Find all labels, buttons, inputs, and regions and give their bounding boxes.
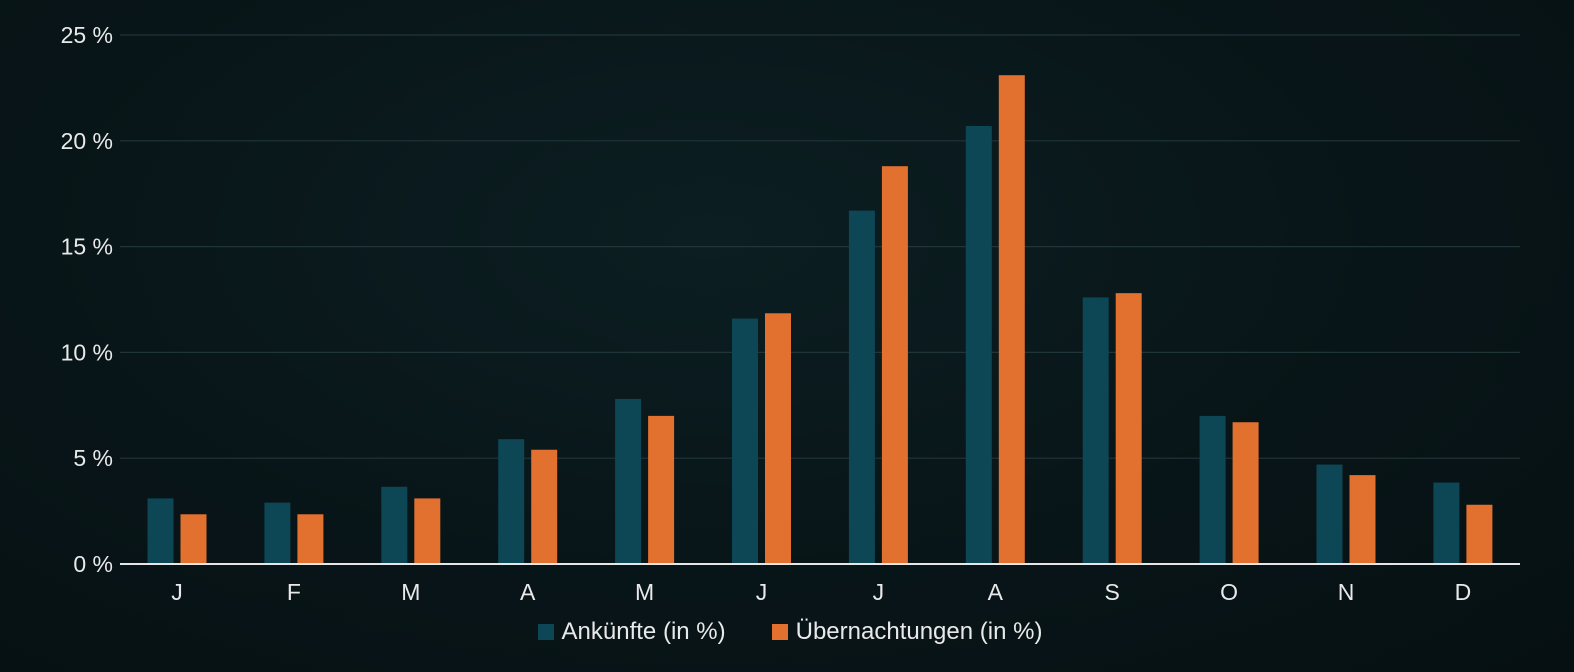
bar-arrivals: [264, 502, 291, 564]
bar-overnight: [1466, 504, 1493, 564]
y-tick-label: 15 %: [61, 234, 113, 260]
legend-swatch-arrivals: [537, 624, 554, 640]
x-tick-label: A: [520, 579, 536, 605]
bar-overnight: [648, 415, 675, 564]
bar-arrivals: [732, 318, 758, 564]
x-tick-label: N: [1338, 579, 1355, 605]
bar-overnight: [881, 166, 908, 564]
y-tick-label: 0 %: [73, 551, 113, 577]
bar-overnight: [765, 313, 791, 564]
bar-overnight: [998, 75, 1025, 564]
legend-label-arrivals: Ankünfte (in %): [561, 618, 726, 645]
legend: Ankünfte (in %) Übernachtungen (in %): [0, 618, 1574, 646]
bar-arrivals: [1316, 464, 1343, 564]
x-tick-label: A: [988, 579, 1004, 605]
bar-arrivals: [965, 125, 992, 564]
x-tick-label: O: [1220, 579, 1238, 605]
bar-overnight: [180, 514, 207, 564]
bar-arrivals: [615, 398, 642, 564]
bar-arrivals: [1433, 482, 1460, 564]
x-tick-label: M: [635, 579, 654, 605]
bar-arrivals: [381, 486, 408, 564]
bar-arrivals: [848, 210, 875, 565]
legend-item-overnight: Übernachtungen (in %): [771, 618, 1043, 646]
y-tick-labels: 0 % 5 % 10 % 15 % 20 % 25 %: [61, 22, 113, 577]
x-tick-label: J: [756, 579, 768, 605]
bar-overnight: [1349, 475, 1376, 564]
x-tick-label: J: [171, 579, 183, 605]
x-tick-label: F: [287, 579, 301, 605]
gridlines: [120, 34, 1520, 459]
y-tick-label: 10 %: [61, 339, 113, 365]
bar-arrivals: [498, 439, 525, 564]
y-tick-label: 5 %: [73, 445, 113, 471]
x-tick-label: S: [1105, 579, 1120, 605]
legend-item-arrivals: Ankünfte (in %): [537, 618, 726, 646]
bar-overnight: [297, 514, 324, 564]
bar-arrivals: [1082, 297, 1109, 564]
x-tick-label: J: [873, 579, 885, 605]
x-tick-label: M: [401, 579, 420, 605]
y-tick-label: 25 %: [61, 22, 113, 48]
bars: [147, 75, 1493, 565]
bar-overnight: [1232, 422, 1259, 564]
x-tick-label: D: [1455, 579, 1472, 605]
bar-overnight: [414, 498, 441, 564]
bar-arrivals: [1199, 415, 1226, 564]
legend-swatch-overnight: [771, 624, 788, 640]
y-tick-label: 20 %: [61, 128, 113, 154]
bar-arrivals: [147, 498, 174, 564]
bar-overnight: [531, 449, 558, 564]
bar-overnight: [1115, 293, 1142, 564]
legend-label-overnight: Übernachtungen (in %): [795, 618, 1043, 645]
